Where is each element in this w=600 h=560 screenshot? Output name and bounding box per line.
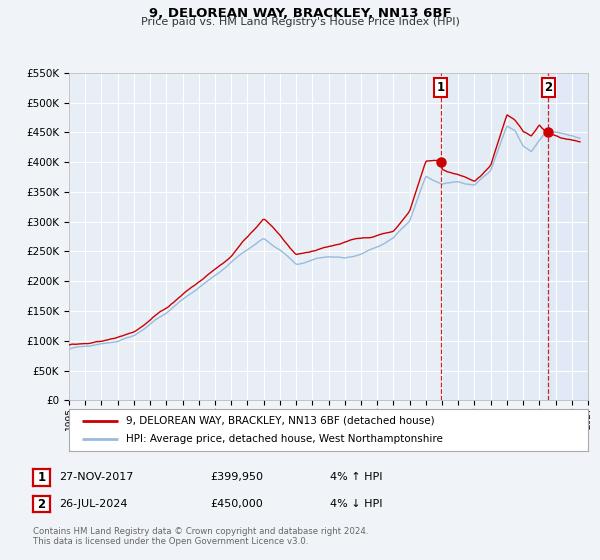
- Bar: [548, 73, 588, 400]
- Text: 4% ↑ HPI: 4% ↑ HPI: [330, 472, 383, 482]
- Text: 1: 1: [437, 81, 445, 94]
- Text: This data is licensed under the Open Government Licence v3.0.: This data is licensed under the Open Gov…: [33, 537, 308, 546]
- Text: 1: 1: [37, 470, 46, 484]
- Text: Contains HM Land Registry data © Crown copyright and database right 2024.: Contains HM Land Registry data © Crown c…: [33, 528, 368, 536]
- Text: £450,000: £450,000: [210, 499, 263, 509]
- Text: 9, DELOREAN WAY, BRACKLEY, NN13 6BF (detached house): 9, DELOREAN WAY, BRACKLEY, NN13 6BF (det…: [126, 416, 435, 426]
- Text: 2: 2: [37, 497, 46, 511]
- Text: Price paid vs. HM Land Registry's House Price Index (HPI): Price paid vs. HM Land Registry's House …: [140, 17, 460, 27]
- Text: 26-JUL-2024: 26-JUL-2024: [59, 499, 127, 509]
- Text: 4% ↓ HPI: 4% ↓ HPI: [330, 499, 383, 509]
- Bar: [440, 73, 588, 400]
- Text: 27-NOV-2017: 27-NOV-2017: [59, 472, 133, 482]
- Text: 9, DELOREAN WAY, BRACKLEY, NN13 6BF: 9, DELOREAN WAY, BRACKLEY, NN13 6BF: [149, 7, 451, 20]
- Text: £399,950: £399,950: [210, 472, 263, 482]
- Text: HPI: Average price, detached house, West Northamptonshire: HPI: Average price, detached house, West…: [126, 434, 443, 444]
- Text: 2: 2: [544, 81, 553, 94]
